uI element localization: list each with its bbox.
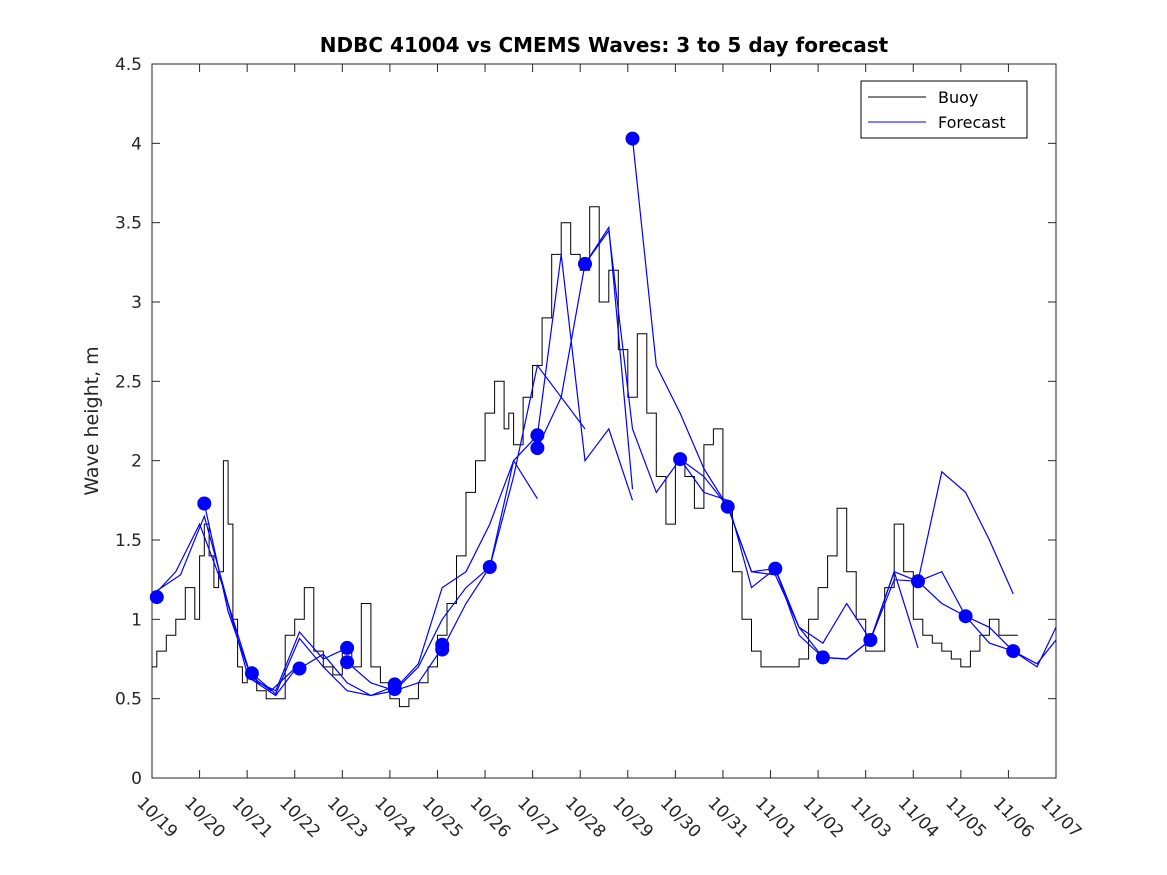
forecast-marker xyxy=(244,666,259,681)
forecast-line xyxy=(727,506,871,644)
forecast-line xyxy=(156,514,300,697)
y-tick-label: 2 xyxy=(131,452,142,472)
legend: Buoy Forecast xyxy=(860,80,1028,139)
forecast-line xyxy=(299,647,443,697)
y-tick-label: 0.5 xyxy=(115,690,142,710)
y-tick-label: 0 xyxy=(131,769,142,789)
forecast-marker xyxy=(911,574,925,589)
y-tick-label: 4 xyxy=(131,134,142,154)
forecast-marker xyxy=(673,452,688,467)
forecast-marker xyxy=(815,650,830,665)
forecast-marker xyxy=(530,428,545,443)
forecast-marker xyxy=(530,441,545,455)
forecast-marker xyxy=(340,655,355,670)
forecast-marker xyxy=(768,561,783,576)
buoy-line xyxy=(152,206,1018,708)
axes-box xyxy=(151,63,1057,779)
forecast-marker xyxy=(340,640,355,655)
y-tick-label: 3 xyxy=(131,293,142,313)
forecast-marker xyxy=(863,633,878,647)
forecast-line xyxy=(917,580,1057,665)
forecast-line xyxy=(346,566,491,692)
legend-box xyxy=(860,80,1028,139)
forecast-marker xyxy=(958,609,973,624)
forecast-line xyxy=(203,503,348,692)
forecast-marker xyxy=(435,637,450,652)
legend-forecast-label: Forecast xyxy=(938,113,1006,132)
y-tick-label: 1 xyxy=(131,610,142,630)
y-axis-label: Wave height, m xyxy=(81,346,103,495)
forecast-marker xyxy=(292,661,307,676)
y-tick-label: 2.5 xyxy=(115,372,142,392)
y-tick-label: 1.5 xyxy=(115,531,142,551)
chart-title: NDBC 41004 vs CMEMS Waves: 3 to 5 day fo… xyxy=(320,33,889,57)
y-tick-label: 3.5 xyxy=(115,214,142,234)
forecast-marker xyxy=(625,131,640,146)
legend-buoy-label: Buoy xyxy=(938,88,978,107)
forecast-marker xyxy=(720,499,735,514)
forecast-marker xyxy=(482,560,497,574)
forecast-marker xyxy=(1006,644,1021,659)
forecast-marker xyxy=(578,256,592,271)
y-tick-label: 4.5 xyxy=(115,55,142,75)
forecast-line xyxy=(489,254,634,568)
forecast-marker xyxy=(387,677,402,692)
forecast-marker xyxy=(149,590,164,605)
forecast-line xyxy=(584,228,729,508)
forecast-marker xyxy=(197,496,212,511)
